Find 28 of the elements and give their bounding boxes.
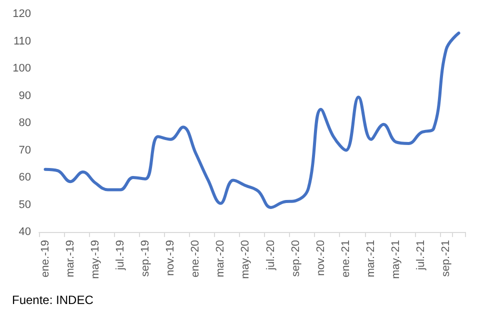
x-tick-label: mar.-21 <box>365 240 378 278</box>
x-tick-label: sep.-19 <box>140 240 152 277</box>
x-tick-label: sep.-21 <box>440 240 452 277</box>
x-tick-label: nov.-20 <box>314 240 327 276</box>
y-tick-label: 120 <box>12 8 31 20</box>
x-tick-label: may.-21 <box>390 240 402 279</box>
y-tick-label: 40 <box>18 226 31 238</box>
y-tick-label: 110 <box>13 35 31 48</box>
x-tick-label: may.-19 <box>89 240 102 279</box>
x-tick-label: ene.-21 <box>340 240 352 278</box>
y-tick-label: 100 <box>12 62 31 74</box>
x-tick-label: jul.-21 <box>415 240 428 271</box>
x-tick-label: ene.-19 <box>39 240 52 278</box>
y-tick-label: 50 <box>18 198 31 211</box>
source-note: Fuente: INDEC <box>12 293 94 307</box>
x-tick-label: mar.-20 <box>214 240 227 278</box>
y-tick-label: 80 <box>18 117 31 129</box>
x-tick-label: may.-20 <box>240 240 252 279</box>
x-tick-label: nov.-19 <box>164 240 177 276</box>
line-series <box>44 32 460 209</box>
y-tick-label: 70 <box>18 144 31 156</box>
y-tick-label: 60 <box>18 172 31 184</box>
x-tick-label: mar.-19 <box>64 240 76 278</box>
y-tick-label: 90 <box>18 90 31 102</box>
x-tick-label: ene.-20 <box>190 240 202 278</box>
x-tick-label: sep.-20 <box>290 240 302 277</box>
x-tick-label: jul.-20 <box>264 240 277 271</box>
x-tick-label: jul.-19 <box>114 240 126 271</box>
